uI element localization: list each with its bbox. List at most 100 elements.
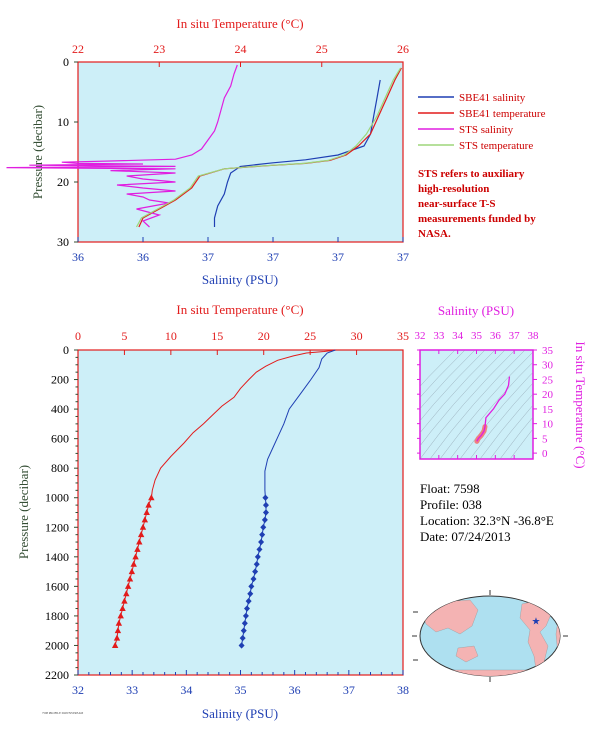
- main-xtick-label: 33: [126, 683, 138, 697]
- salinity-marker: [262, 501, 269, 509]
- ts-series: [474, 376, 511, 444]
- ts-ttick-label: 35: [471, 330, 483, 342]
- ts-rtick-label: 5: [542, 433, 548, 445]
- ts-contour: [459, 371, 533, 459]
- salinity-marker: [262, 494, 269, 501]
- temperature-marker: [115, 619, 123, 626]
- sts-annotation: STS refers to auxiliary high-resolution ne…: [418, 168, 536, 240]
- salinity-marker: [262, 509, 269, 516]
- main-ttick-label: 35: [397, 329, 409, 343]
- main-ytick-label: 1000: [45, 491, 69, 505]
- main-ytick-label: 1800: [45, 609, 69, 623]
- ts-contour: [420, 350, 456, 387]
- salinity-marker: [253, 561, 260, 568]
- salinity-marker: [250, 575, 257, 583]
- float-info: Float: 7598 Profile: 038 Location: 32.3°…: [420, 481, 554, 545]
- temperature-marker: [132, 553, 139, 560]
- ts-contour: [509, 428, 533, 459]
- ts-contour: [479, 393, 533, 459]
- main-xtick-label: 36: [289, 683, 301, 697]
- main-xtick-label: 34: [180, 683, 192, 697]
- ts-contour: [420, 350, 496, 434]
- main-ttick-label: 10: [165, 329, 177, 343]
- annotation-line: STS refers to auxiliary: [418, 168, 525, 180]
- float-id: Float: 7598: [420, 481, 480, 496]
- salinity-marker: [260, 524, 267, 531]
- salinity-marker: [259, 531, 266, 538]
- main-ytick-label: 200: [51, 373, 69, 387]
- date: Date: 07/24/2013: [420, 529, 511, 544]
- map-land-antarctica: [429, 669, 551, 676]
- ts-rtick-label: 35: [542, 345, 554, 357]
- main-ttick-label: 0: [75, 329, 81, 343]
- main-plot-area: [77, 349, 404, 676]
- ts-contour: [439, 351, 533, 459]
- ts-contour: [420, 350, 486, 421]
- annotation-line: near-surface T-S: [418, 198, 496, 210]
- temperature-marker: [126, 575, 134, 582]
- top-axes: 36 36 37 37 37 37 22 23 24 25 26 0 10 20 30: [57, 42, 409, 264]
- ts-contour: [489, 404, 533, 459]
- main-ytick-label: 2000: [45, 638, 69, 652]
- main-ytick-label: 1600: [45, 579, 69, 593]
- salinity-marker: [245, 597, 252, 605]
- temperature-marker: [111, 641, 119, 648]
- temperature-marker: [123, 590, 130, 597]
- top-legend: SBE41 salinity SBE41 temperature STS sal…: [418, 92, 546, 152]
- salinity-marker: [252, 568, 259, 575]
- ts-ttick-label: 37: [509, 330, 521, 342]
- ts-ttick-label: 38: [528, 330, 540, 342]
- top-ytick-label: 10: [57, 115, 69, 129]
- salinity-marker: [239, 634, 246, 642]
- location: Location: 32.3°N -36.8°E: [420, 513, 554, 528]
- ts-rtick-label: 10: [542, 419, 554, 431]
- main-ytick-label: 2200: [45, 668, 69, 682]
- salinity-marker: [248, 583, 255, 590]
- top-xtick-label: 36: [72, 250, 84, 264]
- temperature-marker: [128, 568, 136, 575]
- top-ttick-label: 23: [153, 42, 165, 56]
- main-xtick-label: 35: [235, 683, 247, 697]
- main-series: [111, 349, 337, 649]
- top-ttick-label: 26: [397, 42, 409, 56]
- top-xlabel: Salinity (PSU): [202, 272, 278, 287]
- top-ttick-label: 24: [235, 42, 247, 56]
- ts-ttick-label: 34: [452, 330, 464, 342]
- main-xtick-label: 37: [343, 683, 355, 697]
- main-ytick-label: 0: [63, 343, 69, 357]
- top-ttick-label: 25: [316, 42, 328, 56]
- main-ylabel: Pressure (decibar): [16, 465, 31, 559]
- ts-axes: 32 33 34 35 36 37 38 0 5 10 15 20 25 30 35: [415, 330, 554, 460]
- main-title: In situ Temperature (°C): [176, 302, 303, 317]
- map-frame-ticks: [412, 590, 568, 682]
- ts-density-contours: [420, 350, 533, 459]
- main-xlabel: Salinity (PSU): [202, 706, 278, 721]
- temperature-marker: [141, 516, 149, 523]
- top-panel: In situ Temperature (°C) Salinity (PSU) …: [6, 16, 546, 287]
- ts-contour: [420, 350, 466, 398]
- top-xtick-label: 37: [397, 250, 409, 264]
- temperature-marker: [137, 531, 145, 538]
- temperature-marker: [148, 494, 155, 501]
- ts-contour: [449, 361, 533, 459]
- ts-contour: [420, 350, 516, 459]
- world-map: ★: [412, 590, 568, 682]
- legend-label-sts-salinity: STS salinity: [459, 124, 514, 136]
- salinity-marker: [254, 553, 261, 561]
- legend-label-sbe41-salinity: SBE41 salinity: [459, 92, 526, 104]
- temperature-marker: [121, 597, 128, 604]
- ts-rtick-label: 30: [542, 360, 554, 372]
- main-line-temperature: [114, 349, 337, 646]
- temperature-marker: [139, 523, 147, 530]
- main-xtick-label: 38: [397, 683, 409, 697]
- temperature-marker: [143, 509, 150, 515]
- temperature-marker: [130, 560, 137, 567]
- main-ttick-label: 30: [351, 329, 363, 343]
- footer-stub: 7598 PROFILE DOWNSTREAM: [42, 711, 84, 715]
- top-title: In situ Temperature (°C): [176, 16, 303, 31]
- temperature-marker: [117, 612, 124, 619]
- salinity-marker: [244, 605, 250, 612]
- salinity-marker: [242, 612, 249, 620]
- main-ttick-label: 20: [258, 329, 270, 343]
